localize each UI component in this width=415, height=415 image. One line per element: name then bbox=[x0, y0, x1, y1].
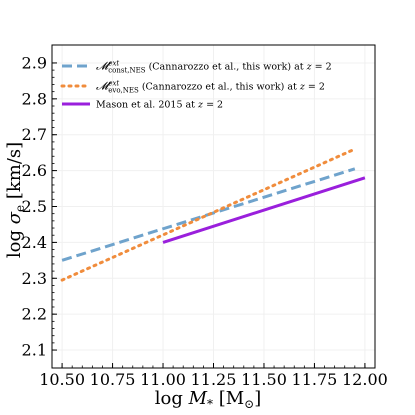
legend: 𝓜ext const,NES (Cannarozzo et al., this w… bbox=[60, 60, 332, 111]
y-tick-label: 2.4 bbox=[22, 233, 47, 252]
grid bbox=[52, 45, 375, 368]
legend-label-1: 𝓜ext const,NES (Cannarozzo et al., this w… bbox=[96, 60, 332, 75]
x-tick-label: 11.00 bbox=[140, 370, 186, 389]
y-tick-label: 2.5 bbox=[22, 197, 47, 216]
y-tick-label: 2.6 bbox=[22, 161, 47, 180]
x-tick-label: 11.75 bbox=[292, 370, 338, 389]
y-tick-label: 2.3 bbox=[22, 269, 47, 288]
x-tick-label: 12.00 bbox=[342, 370, 388, 389]
y-axis-label: log σe [km/s] bbox=[4, 142, 27, 258]
x-axis-label: log M* [M⊙] bbox=[155, 388, 262, 411]
x-tick-label: 10.75 bbox=[90, 370, 136, 389]
y-tick-label: 2.2 bbox=[22, 305, 47, 324]
x-tick-label: 11.50 bbox=[241, 370, 287, 389]
y-tick-label: 2.1 bbox=[22, 341, 47, 360]
x-tick-label: 10.50 bbox=[39, 370, 85, 389]
ticks: 10.50 10.75 11.00 11.25 11.50 11.75 12.00 2.1 2.… bbox=[22, 53, 388, 389]
y-tick-label: 2.7 bbox=[22, 125, 47, 144]
legend-label-3: Mason et al. 2015 at z = 2 bbox=[96, 100, 223, 111]
series-lines bbox=[60, 147, 366, 282]
x-tick-label: 11.25 bbox=[191, 370, 237, 389]
series-line-3 bbox=[162, 176, 366, 244]
legend-label-2: 𝓜ext evo,NES (Cannarozzo et al., this wor… bbox=[96, 80, 325, 95]
y-tick-label: 2.8 bbox=[22, 89, 47, 108]
series-line-2 bbox=[60, 147, 357, 282]
y-tick-label: 2.9 bbox=[22, 53, 47, 72]
